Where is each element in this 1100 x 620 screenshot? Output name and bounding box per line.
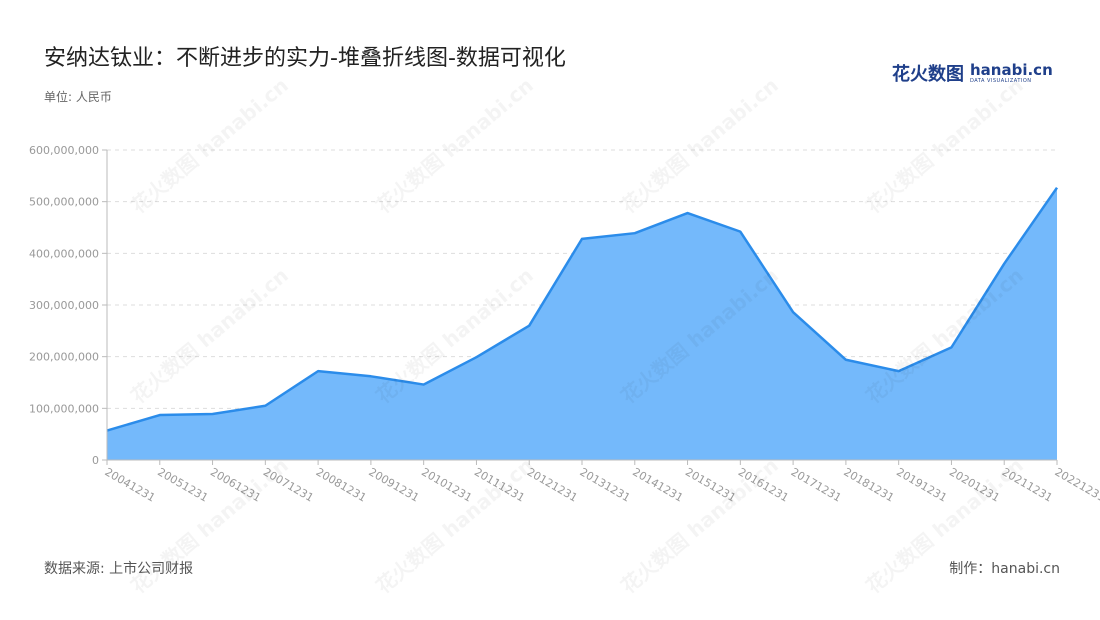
credit-text: 制作：hanabi.cn — [949, 561, 1060, 577]
x-tick-label: 20101231 — [419, 465, 474, 504]
x-tick-label: 20111231 — [472, 465, 527, 504]
x-tick-label: 20071231 — [261, 465, 316, 504]
x-tick-label: 20151231 — [683, 465, 738, 504]
x-tick-label: 20061231 — [208, 465, 263, 504]
x-tick-label: 20051231 — [155, 465, 210, 504]
x-tick-label: 20121231 — [525, 465, 580, 504]
x-tick-label: 20181231 — [841, 465, 896, 504]
x-tick-label: 20091231 — [366, 465, 421, 504]
x-tick-label: 20201231 — [947, 465, 1002, 504]
y-axis-ticks: 0 100,000,000 200,000,000 300,000,000 400,00… — [29, 144, 107, 467]
x-tick-label: 20171231 — [789, 465, 844, 504]
brand-logo: 花火数图 hanabi.cn DATA VISUALIZATION — [892, 60, 1053, 86]
data-source: 数据来源: 上市公司财报 — [44, 561, 194, 577]
logo-cn-text: 花火数图 — [892, 64, 964, 85]
x-tick-label: 20161231 — [736, 465, 791, 504]
x-tick-label: 20081231 — [314, 465, 369, 504]
y-tick-label: 600,000,000 — [29, 144, 99, 157]
x-tick-label: 20221231 — [1053, 465, 1100, 504]
x-tick-label: 20041231 — [103, 465, 158, 504]
series-line — [106, 187, 1059, 432]
x-axis-ticks: 2004123120051231200612312007123120081231… — [103, 460, 1100, 505]
x-tick-label: 20191231 — [894, 465, 949, 504]
y-tick-label: 200,000,000 — [29, 351, 99, 364]
y-tick-label: 300,000,000 — [29, 299, 99, 312]
y-tick-label: 500,000,000 — [29, 196, 99, 209]
x-tick-label: 20131231 — [578, 465, 633, 504]
x-tick-label: 20211231 — [1000, 465, 1055, 504]
area-layer — [106, 187, 1059, 460]
x-tick-label: 20141231 — [630, 465, 685, 504]
chart-title: 安纳达钛业：不断进步的实力-堆叠折线图-数据可视化 — [44, 46, 566, 71]
logo-sub-text: DATA VISUALIZATION — [970, 77, 1032, 84]
y-tick-label: 100,000,000 — [29, 402, 99, 415]
y-tick-label: 0 — [92, 454, 99, 467]
unit-label: 单位: 人民币 — [44, 90, 112, 104]
series-area — [107, 187, 1057, 460]
logo-en-text: hanabi.cn — [970, 60, 1053, 79]
y-tick-label: 400,000,000 — [29, 247, 99, 260]
